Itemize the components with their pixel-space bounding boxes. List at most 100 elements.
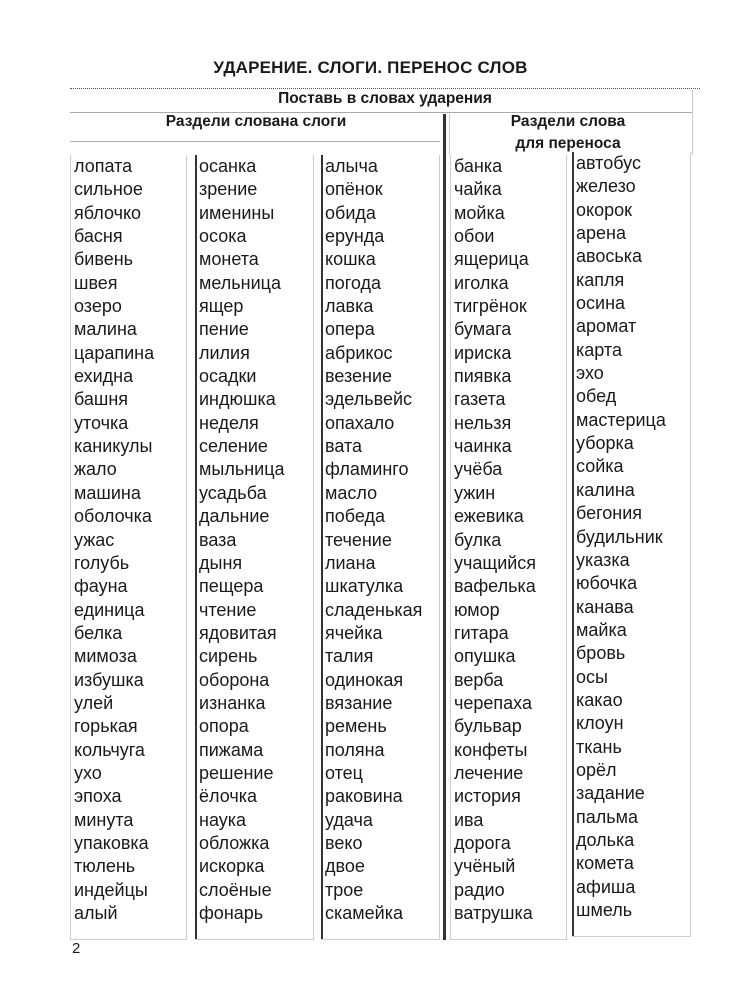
word-item: сладенькая — [325, 599, 423, 620]
word-item: сильное — [74, 179, 143, 200]
word-item: индейцы — [74, 879, 148, 900]
word-column-5: автобус железо окорок арена авоська капля осин… — [572, 152, 691, 937]
word-item: вафелька — [454, 576, 536, 597]
word-item: осина — [576, 293, 626, 314]
word-item: обед — [576, 386, 617, 407]
word-item: осы — [576, 666, 608, 687]
divider — [692, 90, 693, 155]
word-item: ёлочка — [199, 786, 257, 807]
hyphenation-line-1: Раздели слова — [510, 113, 626, 130]
word-item: лилия — [199, 342, 250, 363]
word-item: бегония — [576, 503, 643, 524]
word-item: сирень — [199, 646, 258, 667]
word-item: белка — [74, 622, 123, 643]
word-item: жало — [74, 459, 117, 480]
word-item: фламинго — [325, 459, 409, 480]
word-item: слоёные — [199, 879, 272, 900]
word-item: трое — [325, 879, 364, 900]
word-item: озеро — [74, 296, 122, 317]
word-item: чтение — [199, 599, 257, 620]
word-item: учащийся — [454, 552, 537, 573]
word-item: басня — [74, 226, 123, 247]
word-item: пижама — [199, 739, 264, 760]
word-item: абрикос — [325, 342, 393, 363]
word-item: эхо — [576, 363, 604, 384]
word-item: машина — [74, 482, 141, 503]
word-item: течение — [325, 529, 392, 550]
word-item: долька — [576, 829, 635, 850]
word-item: чаинка — [454, 436, 512, 457]
word-item: обои — [454, 226, 495, 247]
word-item: неделя — [199, 412, 259, 433]
word-item: царапина — [74, 342, 155, 363]
word-item: газета — [454, 389, 506, 410]
word-column-4: банка чайка мойка обои ящерица иголка тигрёнок… — [450, 155, 567, 940]
word-item: осадки — [199, 366, 257, 387]
word-item: бульвар — [454, 716, 522, 737]
word-item: конфеты — [454, 739, 528, 760]
word-item: упаковка — [74, 832, 149, 853]
word-item: алыча — [325, 156, 378, 176]
word-item: кольчуга — [74, 739, 145, 760]
word-item: уборка — [576, 433, 634, 454]
word-item: улей — [74, 692, 114, 713]
word-item: будильник — [576, 526, 663, 547]
word-item: нельзя — [454, 412, 512, 433]
word-item: ухо — [74, 762, 102, 783]
word-item: именины — [199, 202, 275, 223]
word-item: оболочка — [74, 506, 152, 527]
word-item: бровь — [576, 643, 626, 664]
word-item: одинокая — [325, 669, 404, 690]
word-item: победа — [325, 506, 385, 527]
task-stress-heading: Поставь в словах ударения — [278, 90, 492, 107]
word-item: швея — [74, 272, 118, 293]
word-item: задание — [576, 783, 645, 804]
word-item: верба — [454, 669, 504, 690]
word-item: уточка — [74, 412, 129, 433]
word-item: талия — [325, 646, 374, 667]
word-item: аромат — [576, 316, 637, 337]
word-item: опушка — [454, 646, 516, 667]
word-item: фонарь — [199, 903, 264, 923]
section-divider — [443, 114, 446, 940]
word-item: индюшка — [199, 389, 276, 410]
word-item: пальма — [576, 806, 639, 827]
word-item: юмор — [454, 599, 500, 620]
word-item: арена — [576, 223, 626, 244]
word-item: окорок — [576, 199, 632, 220]
divider — [70, 141, 440, 142]
word-item: опера — [325, 319, 375, 340]
word-item: обида — [325, 202, 376, 223]
word-item: булка — [454, 529, 502, 550]
word-item: искорка — [199, 856, 265, 877]
word-column-3: алыча опёнок обида ерунда кошка погода лавка оп… — [321, 155, 440, 940]
word-item: шкатулка — [325, 576, 404, 597]
word-item: юбочка — [576, 573, 638, 594]
page-title: УДАРЕНИЕ. СЛОГИ. ПЕРЕНОС СЛОВ — [213, 58, 528, 77]
word-item: указка — [576, 549, 630, 570]
word-item: ириска — [454, 342, 512, 363]
word-item: опахало — [325, 412, 395, 433]
word-item: обложка — [199, 832, 270, 853]
word-column-1: лопата сильное яблочко басня бивень швея озеро… — [70, 155, 187, 940]
word-item: мыльница — [199, 459, 285, 480]
word-item: вата — [325, 436, 363, 457]
word-item: железо — [576, 176, 636, 197]
word-item: ваза — [199, 529, 237, 550]
word-item: бумага — [454, 319, 512, 340]
word-item: пение — [199, 319, 249, 340]
word-item: мастерица — [576, 409, 666, 430]
word-item: осока — [199, 226, 247, 247]
word-item: ужин — [454, 482, 496, 503]
word-item: везение — [325, 366, 393, 387]
word-column-2: осанка зрение именины осока монета мельница ящ… — [195, 155, 314, 940]
word-item: усадьба — [199, 482, 267, 503]
word-item: ядовитая — [199, 622, 277, 643]
word-item: раковина — [325, 786, 403, 807]
word-item: какао — [576, 689, 623, 710]
word-item: черепаха — [454, 692, 532, 713]
word-item: пещера — [199, 576, 264, 597]
word-item: селение — [199, 436, 268, 457]
word-item: кошка — [325, 249, 376, 270]
